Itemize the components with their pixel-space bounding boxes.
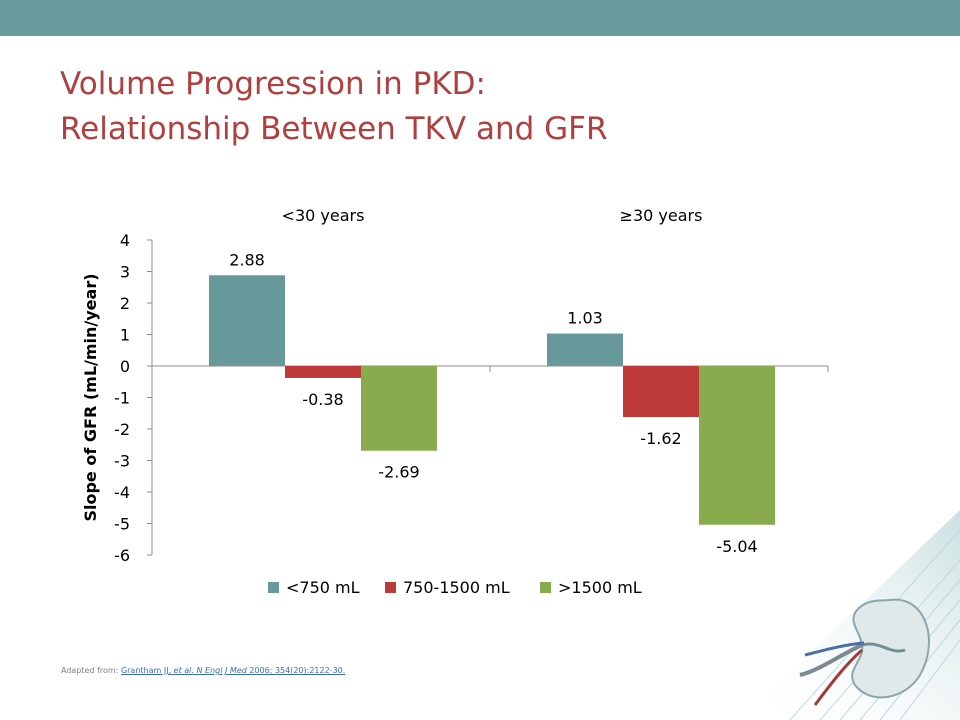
data-label: 1.03 [567,309,603,328]
source-etal: et al. [173,666,194,675]
y-tick-label: 0 [120,357,130,376]
y-tick-label: -6 [114,546,130,565]
bar [209,275,285,366]
category-label: ≥30 years [620,206,703,225]
bar [285,366,361,378]
header-bar [0,0,960,36]
y-tick-label: -5 [114,515,130,534]
category-label: <30 years [282,206,365,225]
data-label: 2.88 [229,250,265,269]
bar [547,333,623,366]
y-tick-label: 2 [120,294,130,313]
bar [623,366,699,418]
y-tick-label: 1 [120,326,130,345]
data-label: -5.04 [716,537,757,556]
source-author: Grantham JJ, [120,666,174,675]
y-tick-label: -4 [114,483,130,502]
y-tick-label: 3 [120,263,130,282]
slide-title-line-1: Volume Progression in PKD: [60,66,486,102]
slide-title-line-2: Relationship Between TKV and GFR [60,111,608,147]
bar [361,366,437,451]
bar [699,366,775,525]
legend-label: >1500 mL [558,578,642,597]
y-tick-label: -3 [114,452,130,471]
legend-label: 750-1500 mL [403,578,510,597]
kidney-illustration-icon [740,510,960,720]
data-label: -0.38 [302,390,343,409]
source-prefix: Adapted from: [61,666,121,675]
legend-label: <750 mL [286,578,360,597]
data-label: -2.69 [378,463,419,482]
source-citation: Adapted from: Grantham JJ, et al. N Engl… [61,666,345,675]
legend-swatch [540,582,551,593]
source-journal: N Engl J Med [196,666,247,675]
y-tick-label: -2 [114,420,130,439]
source-reference-link[interactable]: Grantham JJ, et al. N Engl J Med 2006; 3… [121,666,345,675]
legend-swatch [268,582,279,593]
legend-swatch [385,582,396,593]
data-label: -1.62 [640,429,681,448]
source-rest: 2006; 354(20):2122-30. [246,666,346,675]
y-axis-label: Slope of GFR (mL/min/year) [81,273,100,521]
y-tick-label: -1 [114,389,130,408]
y-tick-label: 4 [120,231,130,250]
